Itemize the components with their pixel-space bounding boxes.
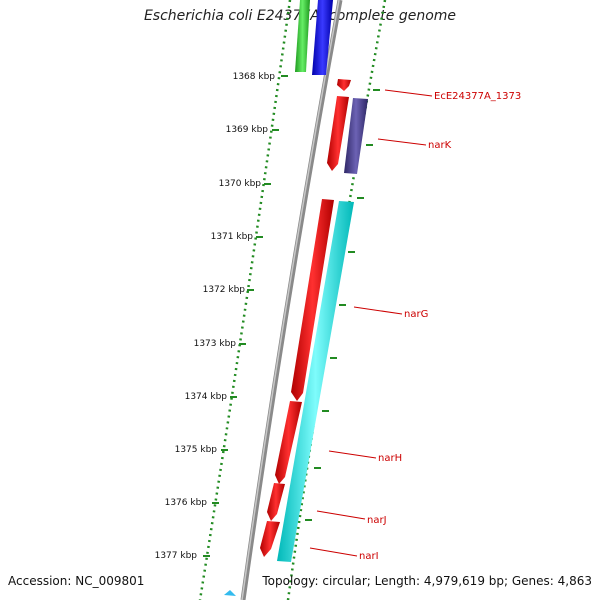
outer-tick-marks	[305, 89, 380, 521]
tick-label: 1377 kbp	[155, 551, 198, 561]
gc-skew-track-inner	[198, 0, 292, 600]
gene-labels: EcE24377A_1373 narK narG narH narJ narI	[359, 91, 521, 562]
label-connectors	[309, 89, 433, 557]
gene-label[interactable]: narH	[378, 453, 402, 464]
tick-label: 1375 kbp	[175, 445, 218, 455]
genome-backbone	[240, 0, 343, 600]
gene-arrow-narh[interactable]	[275, 401, 302, 484]
feature-cyan-reverse[interactable]	[277, 201, 354, 562]
tick-label: 1371 kbp	[211, 232, 254, 242]
gene-label[interactable]: narG	[404, 309, 428, 320]
tick-label: 1376 kbp	[165, 498, 208, 508]
tick-label: 1372 kbp	[203, 285, 246, 295]
accession-text: Accession: NC_009801	[8, 574, 145, 588]
inner-tick-marks	[203, 75, 288, 557]
tick-label: 1369 kbp	[226, 125, 269, 135]
feature-nark-purple[interactable]	[344, 98, 368, 174]
gene-label[interactable]: narK	[428, 140, 452, 151]
gene-arrow-nark-forward[interactable]	[327, 96, 349, 171]
gc-content-track-outer	[286, 0, 387, 600]
gene-label[interactable]: narI	[359, 551, 379, 562]
tick-labels: 1368 kbp 1369 kbp 1370 kbp 1371 kbp 1372…	[155, 72, 276, 561]
tick-label: 1374 kbp	[185, 392, 228, 402]
gene-arrow-nari[interactable]	[260, 521, 280, 557]
genome-summary-text: Topology: circular; Length: 4,979,619 bp…	[262, 574, 592, 588]
tick-label: 1373 kbp	[194, 339, 237, 349]
feature-cyan-bottom	[224, 590, 236, 596]
feature-green-top	[295, 0, 310, 72]
gene-label[interactable]: narJ	[367, 515, 387, 526]
gene-arrow-narg[interactable]	[291, 199, 334, 401]
tick-label: 1368 kbp	[233, 72, 276, 82]
gene-arrow-narj[interactable]	[267, 483, 285, 521]
gene-label[interactable]: EcE24377A_1373	[434, 91, 521, 102]
feature-blue-top	[312, 0, 333, 75]
gene-arrow-ece24377a-1373[interactable]	[337, 79, 351, 91]
tick-label: 1370 kbp	[219, 179, 262, 189]
